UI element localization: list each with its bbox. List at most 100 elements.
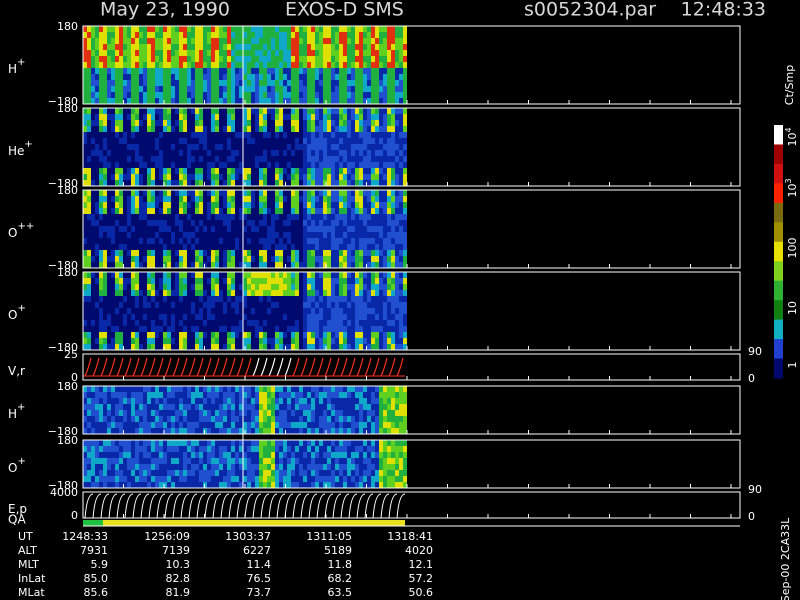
spectrogram-cell	[347, 326, 351, 332]
spectrogram-cell	[127, 62, 131, 68]
spectrogram-cell	[307, 150, 311, 156]
spectrogram-cell	[399, 190, 403, 196]
spectrogram-cell	[363, 38, 367, 44]
spectrogram-cell	[163, 332, 167, 338]
spectrogram-cell	[139, 232, 143, 238]
spectrogram-cell	[191, 32, 195, 38]
spectrogram-cell	[199, 120, 203, 126]
spectrogram-cell	[379, 428, 383, 434]
spectrogram-cell	[187, 284, 191, 290]
spectrogram-cell	[267, 56, 271, 62]
spectrogram-cell	[399, 174, 403, 180]
spectrogram-cell	[375, 404, 379, 410]
spectrogram-cell	[131, 338, 135, 344]
spectrogram-cell	[383, 398, 387, 404]
spectrogram-cell	[115, 332, 119, 338]
spectrogram-cell	[87, 440, 91, 446]
spectrogram-cell	[347, 180, 351, 186]
spectrogram-cell	[295, 86, 299, 92]
spectrogram-cell	[387, 98, 391, 104]
spectrogram-cell	[323, 174, 327, 180]
spectrogram-cell	[275, 410, 279, 416]
spectrogram-cell	[259, 92, 263, 98]
spectrogram-cell	[159, 68, 163, 74]
spectrogram-cell	[279, 156, 283, 162]
spectrogram-cell	[315, 92, 319, 98]
spectrogram-cell	[351, 338, 355, 344]
spectrogram-cell	[319, 386, 323, 392]
spectrogram-cell	[199, 416, 203, 422]
spectrogram-cell	[231, 404, 235, 410]
spectrogram-cell	[183, 214, 187, 220]
spectrogram-cell	[363, 326, 367, 332]
spectrogram-cell	[83, 190, 87, 196]
spectrogram-cell	[155, 138, 159, 144]
spectrogram-cell	[295, 428, 299, 434]
spectrogram-cell	[231, 156, 235, 162]
spectrogram-cell	[167, 62, 171, 68]
spectrogram-cell	[247, 120, 251, 126]
spectrogram-cell	[207, 26, 211, 32]
spectrogram-cell	[335, 290, 339, 296]
spectrogram-cell	[83, 296, 87, 302]
spectrogram-cell	[171, 168, 175, 174]
spectrogram-cell	[131, 272, 135, 278]
spectrogram-cell	[163, 196, 167, 202]
spectrogram-cell	[175, 326, 179, 332]
spectrogram-cell	[123, 262, 127, 268]
spectrogram-cell	[91, 398, 95, 404]
spectrogram-cell	[199, 80, 203, 86]
spectrogram-cell	[379, 38, 383, 44]
spectrogram-cell	[211, 138, 215, 144]
spectrogram-cell	[367, 422, 371, 428]
spectrogram-cell	[215, 62, 219, 68]
spectrogram-cell	[203, 62, 207, 68]
spectrogram-cell	[91, 226, 95, 232]
spectrogram-cell	[295, 338, 299, 344]
spectrogram-cell	[263, 284, 267, 290]
spectrogram-cell	[219, 144, 223, 150]
spectrogram-cell	[151, 290, 155, 296]
spectrogram-cell	[287, 50, 291, 56]
spectrogram-cell	[179, 272, 183, 278]
spectrogram-cell	[119, 38, 123, 44]
spectrogram-cell	[207, 126, 211, 132]
spectrogram-cell	[91, 314, 95, 320]
spectrogram-cell	[143, 174, 147, 180]
spectrogram-cell	[291, 214, 295, 220]
spectrogram-cell	[195, 410, 199, 416]
spectrogram-cell	[259, 226, 263, 232]
spectrogram-cell	[311, 290, 315, 296]
spectrogram-cell	[391, 302, 395, 308]
spectrogram-cell	[211, 428, 215, 434]
spectrogram-cell	[363, 86, 367, 92]
spectrogram-cell	[339, 214, 343, 220]
spectrogram-cell	[271, 114, 275, 120]
spectrogram-cell	[159, 226, 163, 232]
spectrogram-cell	[115, 404, 119, 410]
spectrogram-cell	[191, 422, 195, 428]
spectrogram-cell	[395, 232, 399, 238]
spectrogram-cell	[323, 144, 327, 150]
spectrogram-cell	[239, 220, 243, 226]
spectrogram-cell	[175, 332, 179, 338]
spectrogram-cell	[359, 314, 363, 320]
spectrogram-cell	[395, 62, 399, 68]
spectrogram-cell	[219, 410, 223, 416]
spectrogram-cell	[323, 338, 327, 344]
spectrogram-cell	[383, 108, 387, 114]
spectrogram-cell	[99, 458, 103, 464]
spectrogram-cell	[91, 220, 95, 226]
spectrogram-cell	[131, 344, 135, 350]
spectrogram-cell	[291, 272, 295, 278]
spectrogram-cell	[283, 332, 287, 338]
spectrogram-cell	[371, 326, 375, 332]
spectrogram-cell	[111, 422, 115, 428]
spectrogram-cell	[119, 202, 123, 208]
spectrogram-cell	[267, 214, 271, 220]
spectrogram-cell	[331, 86, 335, 92]
velocity-trace	[108, 357, 116, 377]
spectrogram-cell	[371, 214, 375, 220]
spectrogram-cell	[111, 156, 115, 162]
spectrogram-cell	[107, 250, 111, 256]
